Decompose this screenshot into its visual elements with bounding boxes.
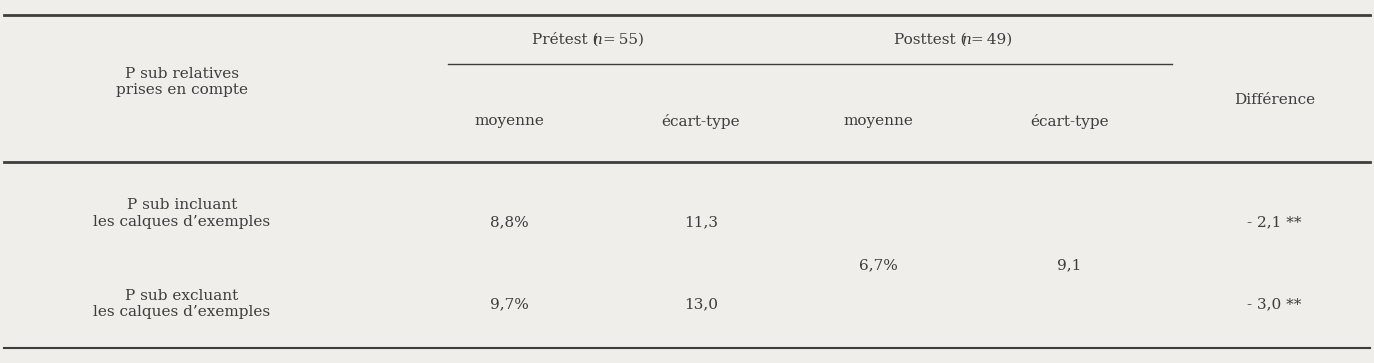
Text: P sub excluant
les calques d’exemples: P sub excluant les calques d’exemples [93, 289, 271, 319]
Text: moyenne: moyenne [474, 114, 544, 128]
Text: 9,7%: 9,7% [491, 297, 529, 311]
Text: Différence: Différence [1234, 93, 1315, 107]
Text: = 49): = 49) [969, 33, 1013, 47]
Text: écart-type: écart-type [661, 114, 741, 129]
Text: écart-type: écart-type [1030, 114, 1109, 129]
Text: 8,8%: 8,8% [491, 215, 529, 229]
Text: moyenne: moyenne [844, 114, 914, 128]
Text: 13,0: 13,0 [684, 297, 717, 311]
Text: 9,1: 9,1 [1057, 258, 1081, 272]
Text: - 3,0 **: - 3,0 ** [1248, 297, 1301, 311]
Text: - 2,1 **: - 2,1 ** [1248, 215, 1301, 229]
Text: n: n [962, 33, 971, 47]
Text: n: n [594, 33, 603, 47]
Text: Posttest (: Posttest ( [894, 33, 967, 47]
Text: P sub incluant
les calques d’exemples: P sub incluant les calques d’exemples [93, 198, 271, 229]
Text: 11,3: 11,3 [684, 215, 717, 229]
Text: Prétest (: Prétest ( [532, 32, 598, 47]
Text: P sub relatives
prises en compte: P sub relatives prises en compte [115, 67, 247, 97]
Text: 6,7%: 6,7% [859, 258, 897, 272]
Text: = 55): = 55) [599, 33, 643, 47]
